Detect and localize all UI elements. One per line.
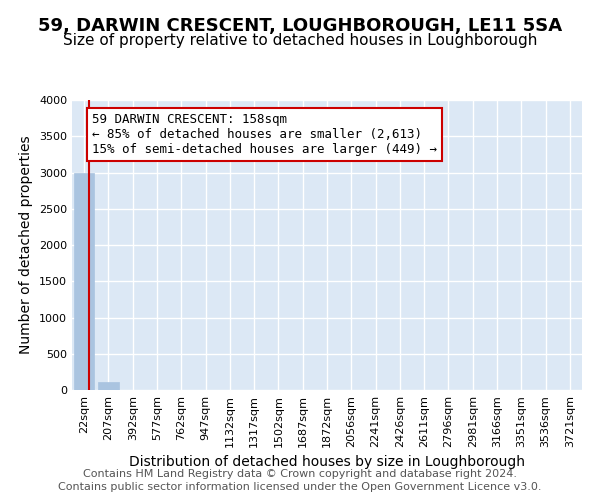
Text: Contains HM Land Registry data © Crown copyright and database right 2024.: Contains HM Land Registry data © Crown c… [83, 469, 517, 479]
Text: 59 DARWIN CRESCENT: 158sqm
← 85% of detached houses are smaller (2,613)
15% of s: 59 DARWIN CRESCENT: 158sqm ← 85% of deta… [92, 113, 437, 156]
Text: 59, DARWIN CRESCENT, LOUGHBOROUGH, LE11 5SA: 59, DARWIN CRESCENT, LOUGHBOROUGH, LE11 … [38, 18, 562, 36]
Bar [98, 382, 119, 390]
X-axis label: Distribution of detached houses by size in Loughborough: Distribution of detached houses by size … [129, 456, 525, 469]
Text: Contains public sector information licensed under the Open Government Licence v3: Contains public sector information licen… [58, 482, 542, 492]
Text: Size of property relative to detached houses in Loughborough: Size of property relative to detached ho… [63, 32, 537, 48]
Bar [74, 172, 94, 390]
Y-axis label: Number of detached properties: Number of detached properties [19, 136, 34, 354]
